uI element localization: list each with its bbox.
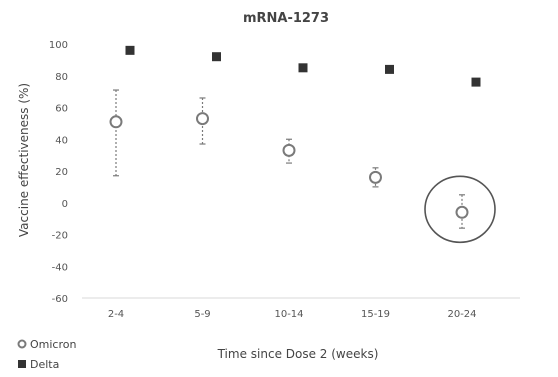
delta-point: [212, 52, 221, 62]
data-marks: [109, 45, 481, 219]
y-axis-label: Vaccine effectiveness (%): [17, 83, 31, 237]
omicron-point: [282, 143, 296, 157]
y-tick-label: 60: [55, 104, 68, 115]
y-tick-label: -20: [52, 231, 68, 242]
legend-omicron-label: Omicron: [30, 338, 76, 351]
omicron-point: [369, 170, 382, 184]
chart-title: mRNA-1273: [243, 11, 329, 26]
y-axis-ticks: 100 80 60 40 20 0 -20 -40 -60: [49, 40, 68, 305]
y-tick-label: -40: [52, 262, 68, 273]
legend-delta-marker: [18, 360, 26, 368]
y-tick-label: 20: [55, 167, 68, 178]
delta-point: [471, 77, 481, 87]
y-tick-label: 100: [49, 40, 68, 51]
omicron-point: [109, 115, 123, 129]
x-tick-label: 5-9: [194, 309, 210, 320]
x-axis-label: Time since Dose 2 (weeks): [217, 347, 379, 361]
omicron-point: [455, 205, 469, 219]
legend-omicron-marker: [17, 339, 27, 349]
x-tick-label: 20-24: [447, 309, 476, 320]
y-tick-label: -60: [52, 294, 68, 305]
y-tick-label: 80: [55, 72, 68, 83]
omicron-error-bars: [113, 89, 465, 229]
delta-point: [385, 64, 394, 74]
x-tick-label: 10-14: [274, 309, 303, 320]
legend-delta-label: Delta: [30, 358, 59, 371]
annotations: [424, 175, 496, 244]
highlight-ellipse: [424, 175, 496, 244]
y-tick-label: 40: [55, 135, 68, 146]
delta-point: [125, 45, 135, 55]
legend: Omicron Delta: [17, 338, 76, 371]
x-axis-ticks: 2-4 5-9 10-14 15-19 20-24: [108, 309, 477, 320]
delta-point: [298, 63, 308, 73]
omicron-point: [196, 112, 209, 126]
x-tick-label: 15-19: [361, 309, 390, 320]
y-tick-label: 0: [62, 199, 68, 210]
x-tick-label: 2-4: [108, 309, 124, 320]
